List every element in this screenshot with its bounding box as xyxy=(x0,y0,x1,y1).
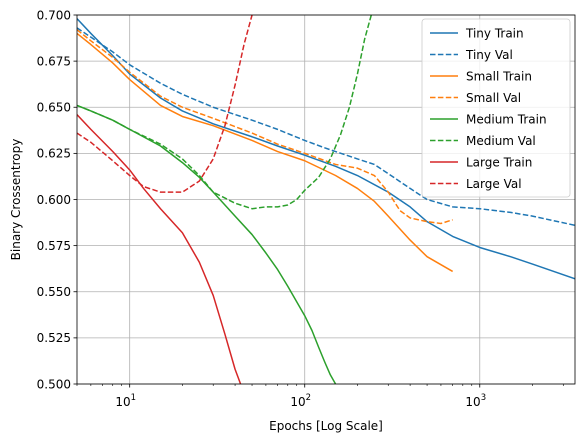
series-line-tiny-val xyxy=(77,27,575,227)
series-line-large-train xyxy=(77,114,242,384)
y-tick-label: 0.650 xyxy=(37,101,71,115)
x-tick-label: 102 xyxy=(290,393,311,409)
y-tick-label: 0.550 xyxy=(37,285,71,299)
series-line-large-val xyxy=(77,15,253,193)
tick-layer: 0.500 0.525 0.550 0.575 0.600 0.625 0.650 0.675… xyxy=(37,8,564,409)
x-tick-label: 101 xyxy=(115,393,136,409)
legend-label: Large Train xyxy=(466,155,532,169)
series-line-tiny-train xyxy=(77,18,575,280)
legend-label: Small Val xyxy=(466,91,521,105)
legend: Tiny Train Tiny Val Small Train Small Val Me… xyxy=(421,18,571,198)
series-line-medium-train xyxy=(77,104,337,384)
legend-label: Medium Val xyxy=(466,134,536,148)
legend-label: Small Train xyxy=(466,69,532,83)
series-line-medium-val xyxy=(77,15,373,210)
legend-label: Tiny Val xyxy=(465,48,513,62)
y-tick-label: 0.575 xyxy=(37,239,71,253)
y-tick-label: 0.600 xyxy=(37,193,71,207)
legend-label: Medium Train xyxy=(466,112,547,126)
y-tick-label: 0.675 xyxy=(37,54,71,68)
series-layer xyxy=(77,15,575,384)
x-tick-label: 103 xyxy=(465,393,486,409)
y-tick-label: 0.500 xyxy=(37,377,71,391)
series-line-small-val xyxy=(77,29,453,225)
legend-box xyxy=(421,18,571,198)
y-tick-label: 0.525 xyxy=(37,331,71,345)
y-tick-label: 0.700 xyxy=(37,8,71,22)
y-axis-label: Binary Crossentropy xyxy=(9,139,23,261)
legend-label: Tiny Train xyxy=(465,26,524,40)
x-axis-label: Epochs [Log Scale] xyxy=(269,419,383,433)
legend-label: Large Val xyxy=(466,177,522,191)
series-line-small-train xyxy=(77,32,454,273)
y-tick-label: 0.625 xyxy=(37,147,71,161)
